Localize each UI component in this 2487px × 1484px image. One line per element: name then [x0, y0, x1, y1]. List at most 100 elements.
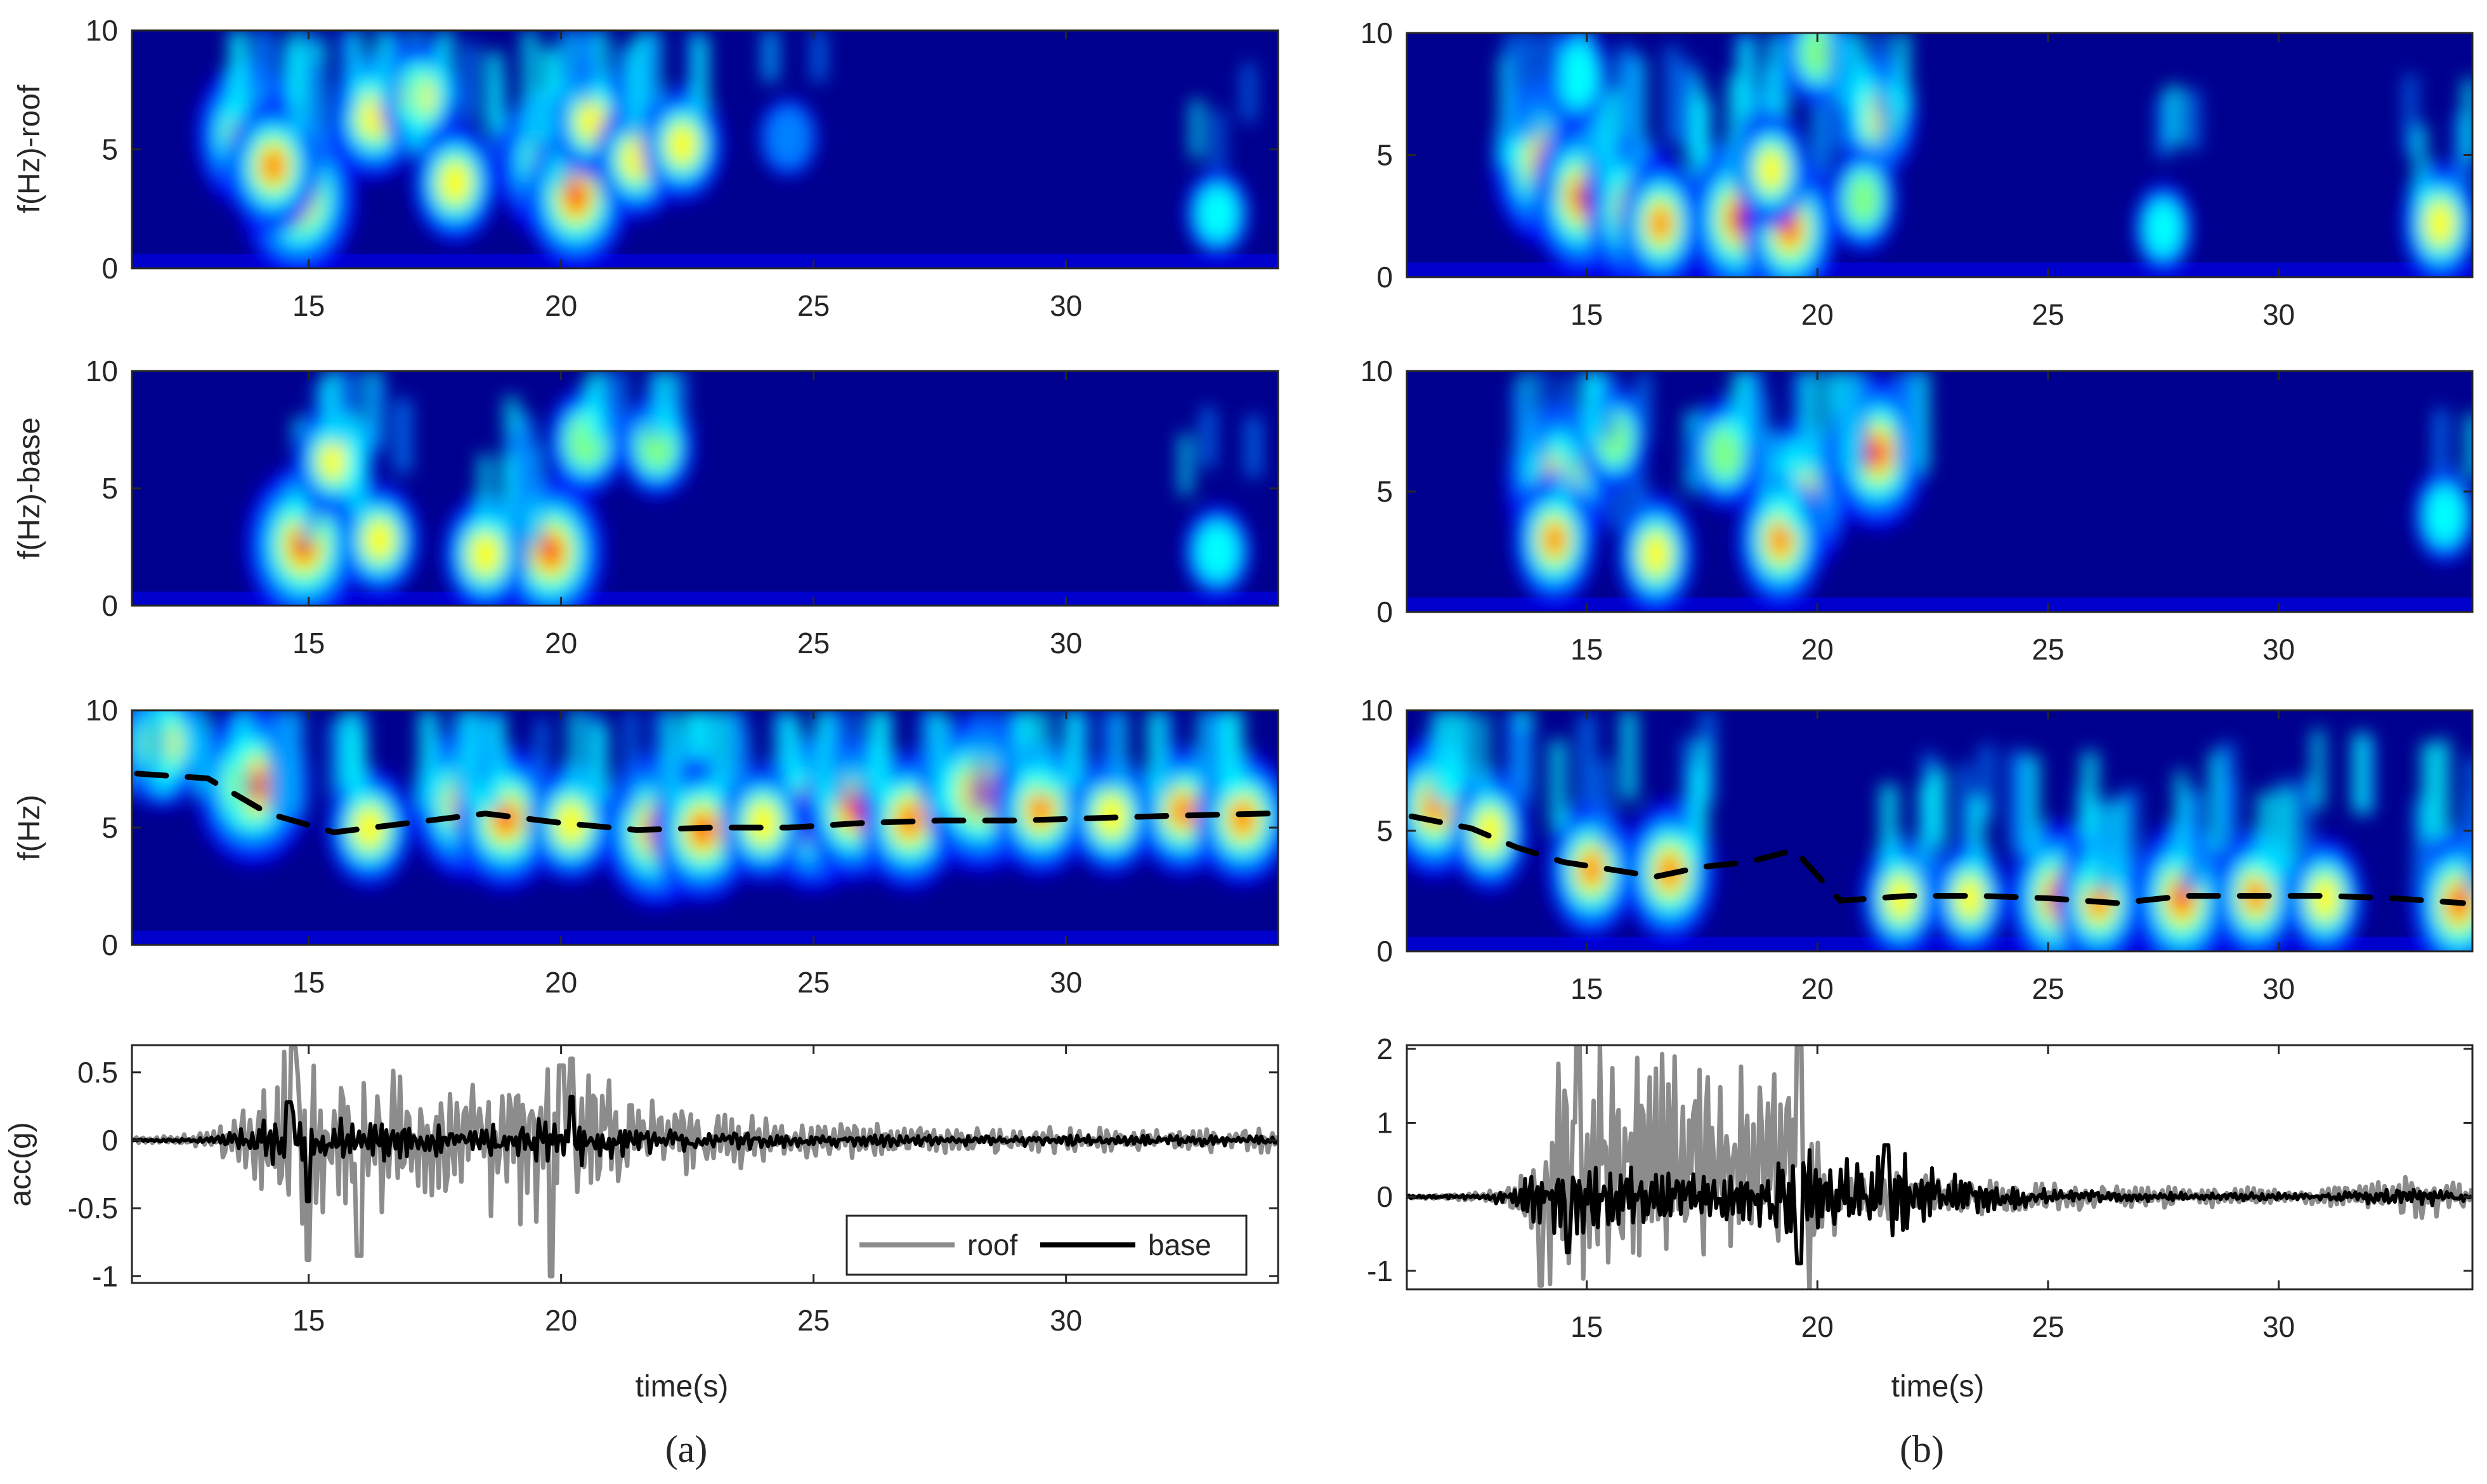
- energy-streak: [2186, 790, 2202, 890]
- energy-streak: [2466, 414, 2472, 476]
- ytick-label: 5: [1376, 475, 1393, 508]
- energy-streak: [1619, 44, 1633, 150]
- energy-streak: [2298, 778, 2311, 857]
- energy-streak: [490, 717, 504, 810]
- energy-blob: [556, 802, 586, 843]
- energy-streak: [1874, 33, 1888, 114]
- energy-streak: [2013, 754, 2027, 854]
- energy-streak: [1844, 371, 1857, 471]
- energy-blob: [766, 107, 811, 168]
- energy-streak: [1201, 407, 1215, 468]
- xtick-label: 20: [545, 627, 577, 660]
- xtick-label: 25: [797, 627, 830, 660]
- energy-streak: [1971, 795, 1984, 871]
- energy-streak: [933, 710, 946, 814]
- energy-streak: [340, 30, 353, 112]
- energy-streak: [1203, 710, 1218, 798]
- energy-streak: [292, 44, 306, 133]
- energy-streak: [812, 30, 826, 81]
- energy-streak: [871, 710, 882, 801]
- energy-blob: [2174, 887, 2190, 910]
- energy-blob: [471, 533, 500, 575]
- ytick-label: -0.5: [68, 1192, 118, 1225]
- signal-area: [1407, 1045, 2472, 1289]
- energy-streak: [667, 710, 679, 804]
- energy-streak: [1551, 33, 1563, 100]
- xtick-label: 15: [292, 1304, 325, 1337]
- energy-blob: [577, 101, 606, 141]
- ytick-label: 5: [101, 811, 118, 844]
- energy-streak: [972, 710, 984, 814]
- xtick-label: 25: [2032, 298, 2064, 331]
- energy-blob: [248, 779, 258, 792]
- energy-streak: [1598, 371, 1615, 440]
- chart-a1: 15 20 25 30 0 5 10: [86, 14, 1279, 322]
- chart-a2: 15 20 25 30 0 5 10: [86, 355, 1279, 660]
- chart-b2: 15 20 25 30 0 5 10: [1361, 355, 2474, 666]
- legend: roof base: [845, 1214, 1248, 1276]
- energy-streak: [1525, 33, 1540, 141]
- energy-streak: [1212, 111, 1224, 169]
- energy-streak: [455, 715, 466, 809]
- xtick-label: 30: [1050, 289, 1082, 322]
- energy-streak: [1854, 371, 1869, 471]
- energy-streak: [345, 413, 360, 487]
- ytick-label: 0: [101, 928, 118, 961]
- energy-streak: [395, 399, 411, 473]
- ylabel-a3: f(Hz): [13, 795, 46, 861]
- ridge-line: [1408, 813, 2466, 906]
- xtick-label: 30: [2262, 972, 2295, 1005]
- energy-streak: [2312, 729, 2324, 809]
- caption-a: (a): [665, 1428, 708, 1470]
- energy-streak: [1695, 739, 1707, 833]
- xtick-label: 25: [2032, 972, 2064, 1005]
- xtick-label: 30: [1050, 1304, 1082, 1337]
- energy-blob: [1581, 852, 1602, 886]
- energy-blob: [1770, 523, 1791, 556]
- ylabel-a2: f(Hz)-base: [13, 417, 46, 559]
- ytick-label: 0: [1376, 935, 1393, 968]
- energy-streak: [1546, 96, 1558, 201]
- energy-streak: [1161, 710, 1173, 794]
- energy-streak: [2467, 757, 2472, 854]
- energy-streak: [832, 710, 847, 804]
- energy-streak: [569, 710, 582, 788]
- energy-streak: [1739, 39, 1753, 117]
- energy-streak: [1929, 769, 1946, 845]
- energy-blob: [668, 125, 696, 164]
- energy-streak: [479, 455, 492, 532]
- xtick-label: 15: [1570, 1310, 1603, 1343]
- energy-streak: [2122, 789, 2139, 878]
- ytick-label: 5: [101, 472, 118, 505]
- energy-blob: [1735, 212, 1744, 225]
- chart-b1: 15 20 25 30 0 5 10: [1361, 16, 2474, 331]
- energy-streak: [596, 30, 608, 105]
- energy-streak: [1767, 35, 1778, 112]
- energy-streak: [1682, 738, 1694, 831]
- ytick-label: 10: [1361, 16, 1393, 49]
- ytick-label: 5: [1376, 139, 1393, 172]
- legend-roof-label: roof: [967, 1228, 1017, 1261]
- xtick-label: 15: [292, 627, 325, 660]
- energy-blob: [1848, 174, 1879, 224]
- ytick-label: -1: [1367, 1254, 1393, 1287]
- energy-streak: [2027, 755, 2039, 856]
- energy-blob: [261, 150, 285, 183]
- ylabel-a1: f(Hz)-roof: [13, 84, 46, 213]
- energy-streak: [816, 710, 831, 804]
- xtick-label: 15: [1570, 633, 1603, 666]
- energy-streak: [2353, 733, 2369, 812]
- energy-blob: [2427, 202, 2453, 245]
- xtick-label: 15: [292, 966, 325, 999]
- xtick-label: 25: [797, 1304, 830, 1337]
- ytick-label: 2: [1376, 1032, 1393, 1065]
- xtick-label: 25: [2032, 1310, 2064, 1343]
- energy-blob: [1758, 150, 1784, 190]
- energy-streak: [2437, 739, 2450, 836]
- energy-streak: [2112, 799, 2122, 888]
- energy-streak: [1558, 431, 1569, 517]
- ytick-label: 0.5: [77, 1056, 118, 1089]
- energy-streak: [854, 710, 865, 804]
- energy-blob: [355, 807, 384, 848]
- energy-streak: [1784, 439, 1801, 530]
